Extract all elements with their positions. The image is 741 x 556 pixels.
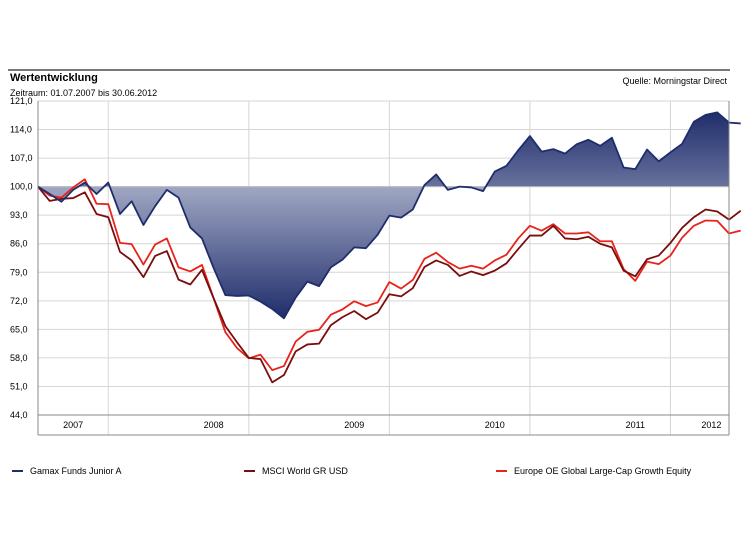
y-tick-label: 44,0 (10, 410, 28, 420)
legend-swatch-europe (496, 470, 507, 472)
y-tick-label: 86,0 (10, 239, 28, 249)
x-tick-label: 2007 (63, 420, 83, 430)
legend-item-europe: Europe OE Global Large-Cap Growth Equity (496, 466, 691, 476)
x-tick-label: 2010 (485, 420, 505, 430)
x-tick-label: 2012 (701, 420, 721, 430)
chart-title: Wertentwicklung (10, 72, 98, 84)
legend-label-fund: Gamax Funds Junior A (30, 466, 122, 476)
fund-line (37, 111, 741, 320)
fund-area-above-baseline (38, 112, 729, 187)
header-divider (8, 69, 730, 71)
y-tick-label: 79,0 (10, 267, 28, 277)
data-source: Quelle: Morningstar Direct (622, 76, 727, 86)
legend-item-msci: MSCI World GR USD (244, 466, 348, 476)
legend-label-msci: MSCI World GR USD (262, 466, 348, 476)
x-tick-label: 2008 (204, 420, 224, 430)
period-label: Zeitraum: 01.07.2007 bis 30.06.2012 (10, 88, 158, 98)
x-tick-label: 2011 (626, 420, 645, 430)
y-tick-label: 58,0 (10, 353, 28, 363)
y-tick-label: 100,0 (10, 182, 33, 192)
x-tick-label: 2009 (344, 420, 364, 430)
legend-item-fund: Gamax Funds Junior A (12, 466, 122, 476)
y-tick-label: 65,0 (10, 324, 28, 334)
msci-line (37, 186, 741, 384)
y-tick-label: 51,0 (10, 381, 28, 391)
y-tick-label: 93,0 (10, 210, 28, 220)
y-tick-label: 107,0 (10, 153, 33, 163)
legend-swatch-msci (244, 470, 255, 472)
y-tick-label: 114,0 (10, 125, 32, 135)
legend-label-europe: Europe OE Global Large-Cap Growth Equity (514, 466, 692, 476)
legend-swatch-fund (12, 470, 23, 472)
y-tick-label: 121,0 (10, 96, 33, 106)
fund-area-below-baseline (38, 186, 486, 319)
y-tick-label: 72,0 (10, 296, 28, 306)
